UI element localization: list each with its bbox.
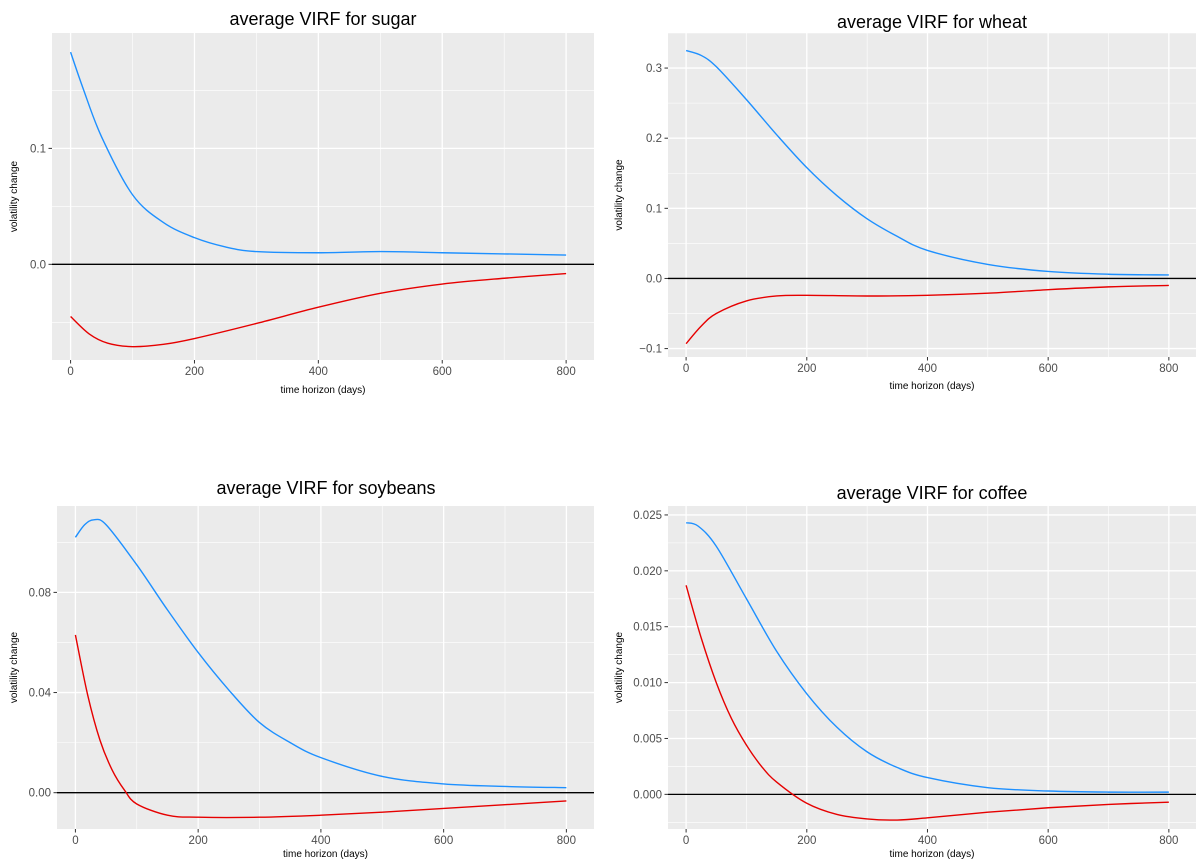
x-tick-label: 0 xyxy=(67,366,73,378)
series-line-1 xyxy=(74,634,567,819)
x-tick-label: 0 xyxy=(72,835,78,847)
x-tick-label: 0 xyxy=(683,363,689,375)
x-tick-label: 200 xyxy=(189,835,208,847)
chart-title: average VIRF for coffee xyxy=(837,483,1028,503)
series-line-1 xyxy=(685,284,1169,345)
x-tick-label: 800 xyxy=(557,835,576,847)
y-tick-label: 0.0 xyxy=(646,273,662,285)
y-axis-label: volatility change xyxy=(9,631,20,703)
y-axis-label: volatility change xyxy=(614,159,625,231)
x-axis-label: time horizon (days) xyxy=(889,381,974,392)
y-tick-label: 0.020 xyxy=(633,566,662,578)
plot-background xyxy=(668,33,1196,357)
series-line-0 xyxy=(69,51,567,256)
series-line-1 xyxy=(685,585,1169,821)
y-tick-label: 0.000 xyxy=(633,789,662,801)
x-tick-label: 600 xyxy=(1039,835,1058,847)
series-line-0 xyxy=(685,49,1169,276)
panel-sugar: 0 200 400 600 800 0.0 0.1 average VIRF for suga… xyxy=(9,9,594,396)
y-tick-label: 0.08 xyxy=(29,587,51,599)
x-tick-label: 200 xyxy=(797,835,816,847)
panel-soybeans: 0 200 400 600 800 0.00 0.04 0.08 average VIRF fo… xyxy=(9,478,594,859)
y-tick-label: 0.010 xyxy=(633,678,662,690)
y-tick-label: −0.1 xyxy=(639,344,662,356)
x-tick-label: 800 xyxy=(1159,363,1178,375)
y-tick-label: 0.04 xyxy=(29,688,52,700)
chart-title: average VIRF for wheat xyxy=(837,12,1027,32)
x-tick-label: 800 xyxy=(1159,835,1178,847)
x-tick-label: 400 xyxy=(311,835,330,847)
y-tick-label: 0.1 xyxy=(30,143,46,155)
x-tick-label: 400 xyxy=(918,835,937,847)
x-tick-label: 200 xyxy=(185,366,204,378)
x-axis-label: time horizon (days) xyxy=(283,849,368,859)
x-axis-label: time horizon (days) xyxy=(889,849,974,859)
x-tick-label: 200 xyxy=(797,363,816,375)
chart-title: average VIRF for soybeans xyxy=(216,478,435,498)
y-tick-label: 0.1 xyxy=(646,203,662,215)
y-tick-label: 0.025 xyxy=(633,510,662,522)
y-tick-label: 0.005 xyxy=(633,733,662,745)
x-tick-label: 400 xyxy=(309,366,328,378)
plot-background xyxy=(668,506,1196,829)
y-tick-label: 0.00 xyxy=(29,788,51,800)
x-tick-label: 600 xyxy=(433,366,452,378)
x-axis-label: time horizon (days) xyxy=(280,385,365,396)
chart-title: average VIRF for sugar xyxy=(229,9,416,29)
x-tick-label: 600 xyxy=(434,835,453,847)
panel-wheat: 0 200 400 600 800 −0.1 0.0 0.1 0.2 0.3 average VIR… xyxy=(614,12,1196,392)
x-tick-label: 400 xyxy=(918,363,937,375)
series-line-0 xyxy=(685,522,1169,793)
y-tick-label: 0.2 xyxy=(646,133,662,145)
x-tick-label: 600 xyxy=(1039,363,1058,375)
y-tick-label: 0.3 xyxy=(646,63,662,75)
y-tick-label: 0.0 xyxy=(30,259,46,271)
y-tick-label: 0.015 xyxy=(633,622,662,634)
y-axis-label: volatility change xyxy=(9,160,20,232)
y-axis-label: volatility change xyxy=(614,631,625,703)
panel-coffee: 0 200 400 600 800 0.000 0.005 0.010 0.015 0.020 0.… xyxy=(614,483,1196,859)
plot-background xyxy=(57,506,594,829)
series-line-1 xyxy=(70,272,567,348)
x-tick-label: 800 xyxy=(557,366,576,378)
x-tick-label: 0 xyxy=(683,835,689,847)
series-line-0 xyxy=(74,518,567,789)
